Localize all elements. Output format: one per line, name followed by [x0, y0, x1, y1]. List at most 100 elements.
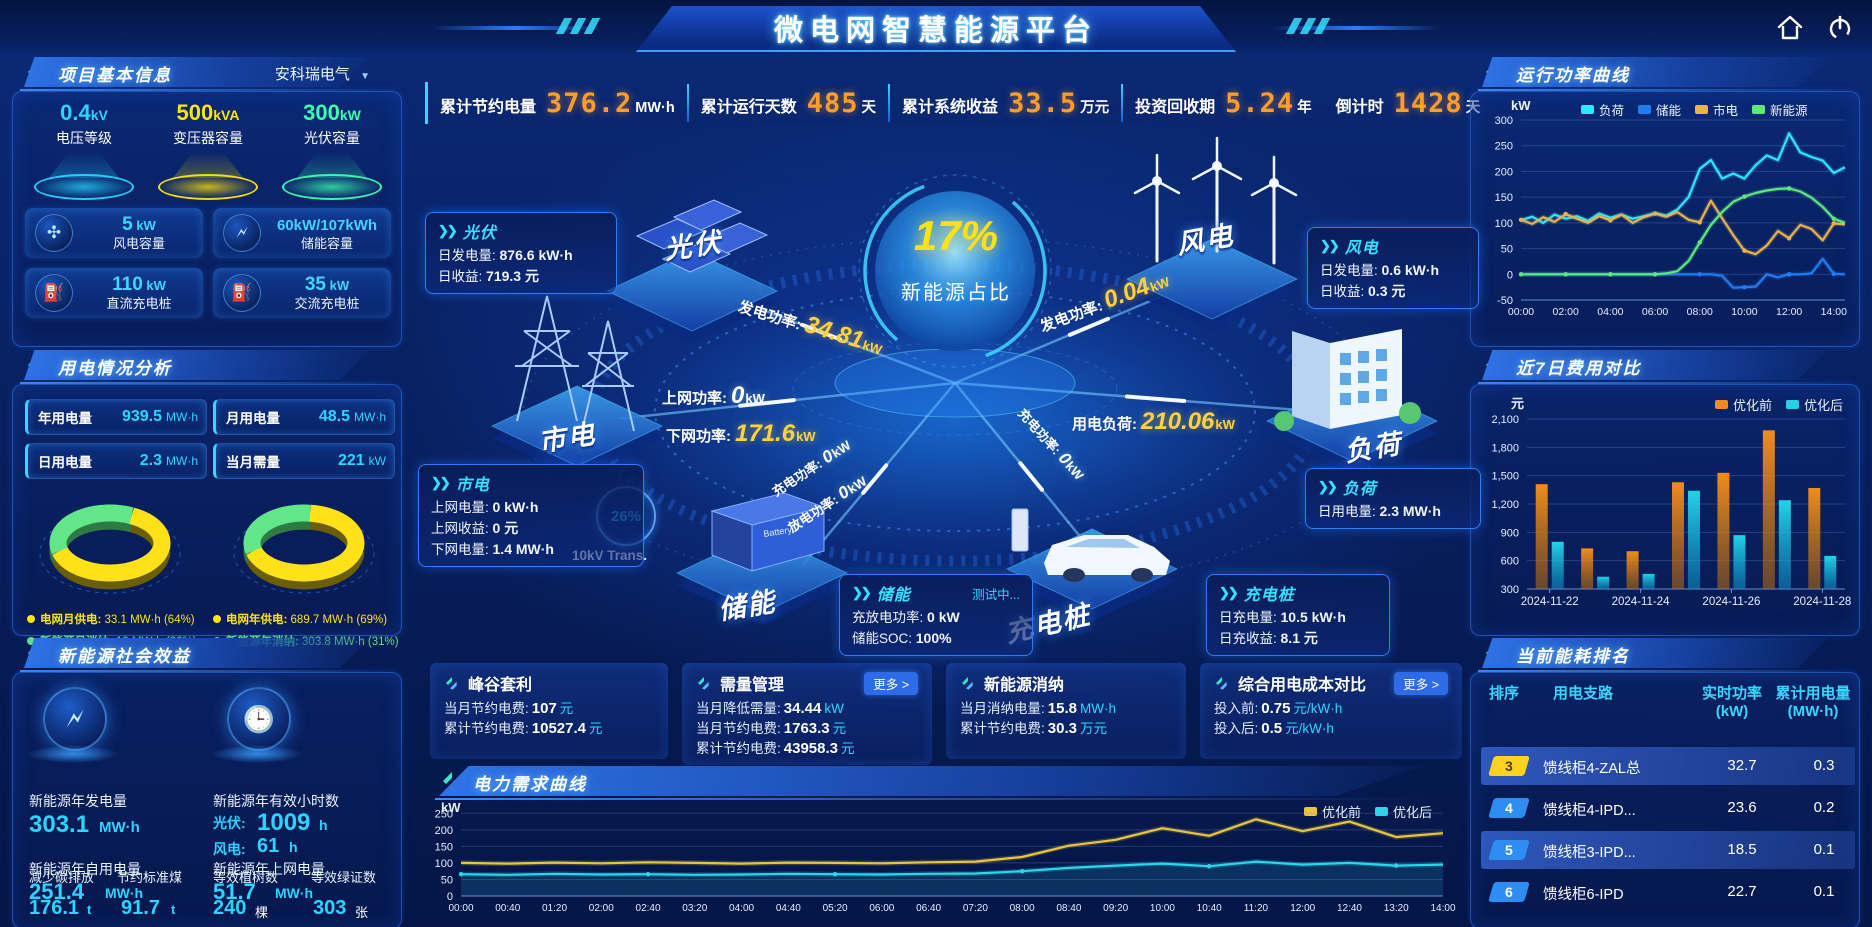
row-value: 876.6 kW·h [499, 247, 573, 263]
value-number: 35 [304, 274, 326, 295]
legend-item[interactable]: 储能 [1638, 100, 1681, 119]
card-value: 35 kW [304, 274, 350, 295]
power-chart: -50 0 50 100 150 200 250 300 00:00 02:00 04:00 06:0… [1495, 115, 1847, 318]
icon-glow [27, 745, 119, 763]
donut-arc [243, 504, 311, 555]
card-label: 直流充电桩 [106, 296, 172, 311]
tick-label: 300 [1495, 115, 1513, 127]
battery-icon: 🗲 [223, 214, 261, 252]
branch-name: 馈线柜3-IPD... [1543, 845, 1636, 861]
generation-icon: 🗲 [43, 687, 107, 751]
more-button[interactable]: 更多 > [864, 671, 918, 695]
more-button[interactable]: 更多 > [1394, 671, 1448, 695]
table-row[interactable]: 4 馈线柜4-IPD... 23.6 0.2 [1481, 789, 1855, 827]
column-header: 实时功率 (kW) [1701, 685, 1762, 720]
pedestal-disc [158, 174, 258, 200]
info-box-title-row: ❯❯ 市电 [431, 471, 631, 495]
row-label: 当月节约电费: [444, 701, 529, 716]
row-value: 2.3 MW·h [1379, 503, 1441, 519]
usage-label: 日用电量 [38, 455, 92, 470]
power-y-axis-unit: kW [1511, 98, 1531, 113]
info-box-row: 充放电功率: 0 kW [852, 607, 1020, 628]
divider [686, 84, 689, 122]
info-box-title: 储能 [876, 587, 911, 604]
company-dropdown[interactable]: 安科瑞电气 ▼ [275, 63, 370, 84]
benefit-label: 新能源年发电量 [29, 793, 127, 809]
tick-label: 50 [1501, 244, 1513, 256]
stat-value: 251.4 [29, 879, 85, 904]
legend-swatch-icon [1581, 105, 1594, 114]
capacity-card: ⛽ 35 kW 交流充电桩 [213, 268, 391, 318]
flow-name: 下网功率: [666, 428, 731, 445]
flow-unit: kW [745, 391, 765, 406]
row-value: 107 [531, 700, 557, 717]
tick-label: 04:00 [729, 903, 754, 914]
row-value: 1.4 MW·h [492, 541, 554, 557]
summary-card: 峰谷套利 当月节约电费: 107 元累计节约电费: 10527.4 元 [430, 663, 668, 759]
card-label: 储能容量 [300, 235, 353, 251]
row-label: 投入前: [1214, 701, 1259, 716]
kpi-label: 累计运行天数 [700, 98, 797, 116]
total-energy: 0.1 [1813, 841, 1835, 858]
kpi-unit: 万元 [1080, 99, 1110, 116]
card-row: 投入后: 0.5 元/kW·h [1214, 719, 1448, 739]
double-chevron-icon: ❯❯ [438, 223, 458, 238]
table-row[interactable]: 3 馈线柜4-ZAL总 32.7 0.3 [1481, 747, 1855, 785]
ac-charger-icon: ⛽ [223, 274, 261, 312]
year-supply-donut [233, 504, 375, 594]
row-unit: 元 [841, 741, 855, 756]
column-header: 累计用电量 (MW·h) [1775, 685, 1851, 720]
battery-container-icon: Battery [710, 492, 826, 572]
column-header: 用电支路 [1553, 685, 1614, 702]
header-slashes-right [1285, 18, 1331, 34]
tick-label: 02:00 [589, 903, 614, 914]
bar-优化后 [1688, 490, 1700, 589]
bar-优化后 [1733, 535, 1746, 589]
double-chevron-icon: ❯❯ [1219, 585, 1239, 600]
kpi-label: 累计节约电量 [440, 98, 537, 116]
stat-label: 节约标准煤 [117, 870, 183, 885]
legend-item[interactable]: 优化前 [1714, 395, 1772, 414]
pedestal-disc [282, 174, 382, 200]
wind-turbines-icon [1133, 136, 1298, 265]
legend-dot-icon [27, 637, 35, 645]
row-label: 日收益: [438, 269, 487, 284]
info-box-title: 市电 [455, 477, 490, 494]
card-title-row: 综合用电成本对比 更多 > [1214, 671, 1448, 695]
tick-label: -50 [1497, 295, 1513, 307]
table-row[interactable]: 6 馈线柜6-IPD 22.7 0.1 [1481, 873, 1855, 911]
card-title: 新能源消纳 [984, 677, 1065, 694]
donut-arc [246, 504, 365, 582]
pedestal-label: 电压等级 [56, 130, 112, 146]
tick-label: 10:00 [1731, 306, 1757, 318]
kpi-stat: 累计节约电量 376.2 MW·h [428, 88, 687, 119]
pedestal-value: 0.4kV [60, 100, 108, 125]
legend-item[interactable]: 负荷 [1581, 100, 1624, 119]
legend-item[interactable]: 市电 [1695, 100, 1738, 119]
card-value: 110 kW [112, 274, 166, 295]
table-row[interactable]: 5 馈线柜3-IPD... 18.5 0.1 [1481, 831, 1855, 869]
card-text: 35 kW 交流充电桩 [269, 274, 391, 312]
row-value: 43958.3 [783, 740, 838, 757]
double-chevron-icon: ❯❯ [852, 585, 872, 600]
total-energy: 0.1 [1813, 883, 1835, 900]
legend-item[interactable]: 优化后 [1374, 802, 1432, 821]
tick-label: 2024-11-28 [1793, 596, 1851, 608]
power-icon[interactable] [1824, 12, 1856, 44]
tick-label: 07:20 [963, 903, 988, 914]
row-label: 日用电量: [1318, 504, 1380, 519]
branch-name: 馈线柜6-IPD [1543, 887, 1624, 903]
legend-item[interactable]: 优化前 [1303, 802, 1361, 821]
legend-item[interactable]: 新能源 [1752, 100, 1808, 119]
legend-item[interactable]: 优化后 [1785, 395, 1843, 414]
renewable-percentage-label: 新能源占比 [901, 282, 1011, 304]
tick-label: 09:20 [1103, 903, 1128, 914]
tick-label: 12:00 [1290, 903, 1315, 914]
pv-platform [605, 250, 779, 343]
kpi-stat: 累计系统收益 33.5 万元 [890, 88, 1121, 119]
row-value: 1763.3 [783, 720, 830, 737]
stat-value: 91.7 [121, 897, 160, 919]
legend-name: 优化前 [1732, 398, 1772, 413]
home-icon[interactable] [1774, 12, 1806, 44]
